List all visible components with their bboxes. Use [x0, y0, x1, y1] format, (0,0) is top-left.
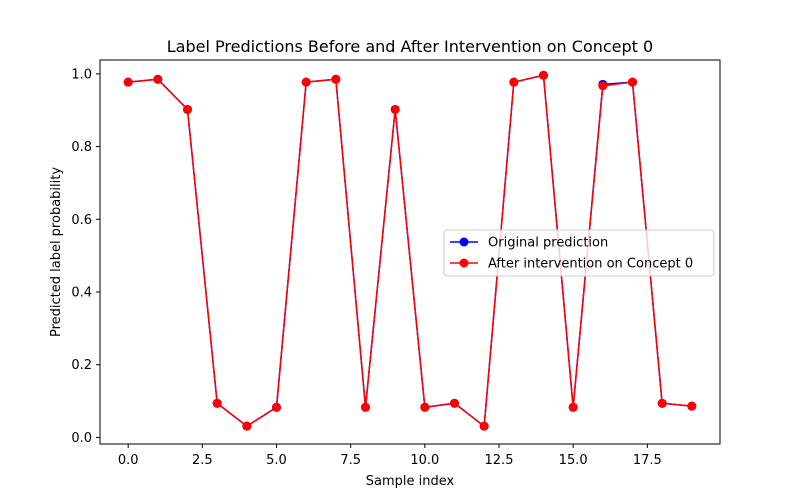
x-axis: 0.0 2.5 5.0 7.5 10.0 12.5 15.0 17.5: [118, 444, 662, 468]
x-tick-label: 12.5: [485, 453, 514, 468]
x-tick-label: 15.0: [559, 453, 588, 468]
series-1-point: [657, 398, 667, 408]
x-tick-label: 0.0: [118, 453, 139, 468]
series-1-point: [212, 398, 222, 408]
legend-marker-intervention: [459, 258, 469, 268]
legend-label-intervention: After intervention on Concept 0: [488, 257, 693, 272]
series-1-point: [598, 81, 608, 91]
series-1-point: [153, 74, 163, 84]
series-1-point: [361, 402, 370, 412]
series-1-point: [568, 402, 578, 412]
series-1-point: [450, 398, 459, 408]
series-1-point: [509, 77, 519, 87]
series-1-point: [627, 77, 637, 87]
y-tick-label: 0.0: [71, 431, 92, 446]
series-1-point: [242, 421, 252, 431]
y-tick-label: 0.2: [71, 358, 92, 373]
y-axis: 0.0 0.2 0.4 0.6 0.8 1.0: [71, 67, 100, 446]
x-tick-label: 7.5: [340, 453, 361, 468]
series-1-point: [272, 402, 282, 412]
series-1-point: [123, 77, 133, 87]
x-tick-label: 2.5: [192, 453, 213, 468]
series-layer: [123, 70, 697, 431]
y-tick-label: 1.0: [71, 67, 92, 82]
legend: Original prediction After intervention o…: [443, 229, 715, 277]
series-1-point: [479, 421, 489, 431]
x-tick-label: 10.0: [410, 453, 439, 468]
y-axis-label: Predicted label probability: [49, 167, 64, 337]
series-1-point: [420, 402, 430, 412]
series-1-point: [331, 74, 341, 84]
y-tick-label: 0.6: [71, 213, 92, 228]
x-tick-label: 5.0: [266, 453, 287, 468]
y-tick-label: 0.8: [71, 140, 92, 155]
series-1-point: [390, 104, 400, 114]
x-tick-label: 17.5: [633, 453, 662, 468]
legend-label-original: Original prediction: [488, 236, 608, 251]
chart-title: Label Predictions Before and After Inter…: [167, 37, 653, 56]
x-axis-label: Sample index: [366, 474, 455, 489]
axes-frame: [99, 59, 721, 445]
legend-box: [443, 229, 715, 277]
series-line-1: [128, 74, 692, 427]
series-1-point: [538, 70, 548, 80]
series-1-point: [687, 401, 697, 411]
y-tick-label: 0.4: [71, 286, 92, 301]
legend-marker-original: [459, 237, 469, 247]
series-1-point: [183, 104, 193, 114]
series-1-point: [301, 77, 311, 87]
